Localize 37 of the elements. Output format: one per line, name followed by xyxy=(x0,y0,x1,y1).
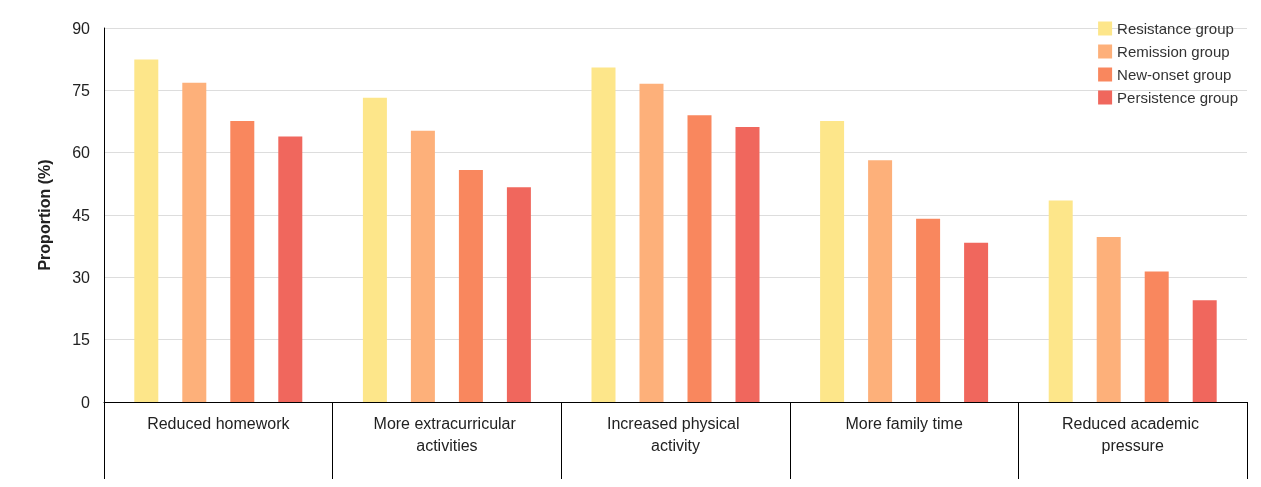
bar xyxy=(1192,300,1217,402)
bar xyxy=(410,130,435,402)
bar xyxy=(506,187,531,402)
bar xyxy=(1144,271,1169,402)
legend-label: Remission group xyxy=(1117,43,1230,60)
bar xyxy=(964,242,989,402)
x-tick-label: More family time xyxy=(845,414,963,432)
bar xyxy=(820,121,845,402)
x-tick-label: More extracurricular activities xyxy=(373,414,521,454)
y-tick-label: 30 xyxy=(72,268,91,286)
legend-label: New-onset group xyxy=(1117,66,1232,83)
legend-label: Persistence group xyxy=(1117,89,1239,106)
bar xyxy=(735,126,760,402)
y-axis-title: Proportion (%) xyxy=(35,159,53,271)
x-tick-label: Reduced homework xyxy=(147,414,291,432)
bar xyxy=(458,170,483,402)
y-tick-label: 45 xyxy=(72,206,91,224)
bar xyxy=(916,218,941,402)
x-tick-label: Reduced academic pressure xyxy=(1061,414,1204,454)
y-tick-label: 15 xyxy=(72,331,91,349)
bar xyxy=(1048,200,1073,402)
x-tick-label: Increased physical activity xyxy=(607,414,744,454)
bar xyxy=(591,67,616,402)
bar xyxy=(278,136,303,402)
bar xyxy=(868,160,893,402)
bar xyxy=(230,121,255,402)
y-tick-label: 0 xyxy=(81,393,91,411)
bar xyxy=(639,83,664,402)
bar xyxy=(362,97,387,402)
y-tick-label: 75 xyxy=(72,81,91,99)
bar xyxy=(1096,237,1121,402)
y-tick-label: 60 xyxy=(72,144,91,162)
bar xyxy=(134,59,159,402)
bar xyxy=(687,115,712,402)
legend-label: Resistance group xyxy=(1117,20,1234,37)
y-tick-label: 90 xyxy=(72,19,91,37)
bar xyxy=(182,82,207,402)
